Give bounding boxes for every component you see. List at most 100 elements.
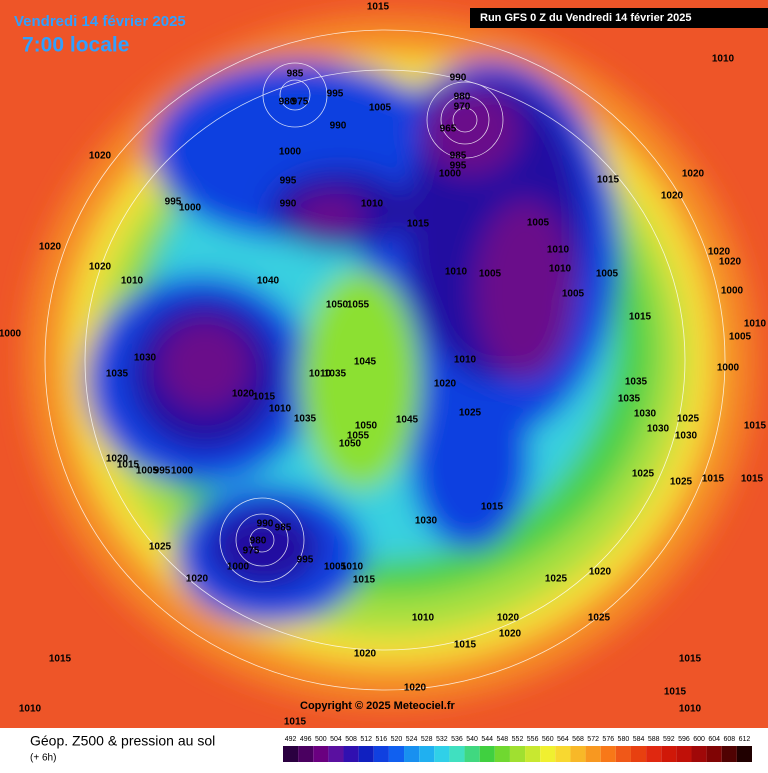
isobar-label: 1025 <box>545 574 568 585</box>
scale-swatch <box>298 746 314 762</box>
scale-swatch <box>464 746 480 762</box>
isobar-label: 1010 <box>121 276 144 287</box>
scale-label: 580 <box>618 736 630 743</box>
isobar-label: 1015 <box>744 421 767 432</box>
run-box <box>470 8 768 28</box>
scale-label: 564 <box>557 736 569 743</box>
isobar-label: 995 <box>154 466 171 477</box>
isobar-label: 1010 <box>454 355 477 366</box>
isobar-label: 1015 <box>117 460 140 471</box>
isobar-label: 1005 <box>324 562 347 573</box>
scale-label: 520 <box>391 736 403 743</box>
isobar-label: 985 <box>450 151 467 162</box>
scale-swatch <box>404 746 420 762</box>
scale-swatch <box>494 746 510 762</box>
isobar-label: 980 <box>250 536 267 547</box>
scale-label: 548 <box>497 736 509 743</box>
scale-swatch <box>358 746 374 762</box>
scale-label: 552 <box>512 736 524 743</box>
scale-label: 496 <box>300 736 312 743</box>
isobar-label: 1015 <box>702 474 725 485</box>
scale-swatch <box>646 746 662 762</box>
isobar-label: 1015 <box>664 687 687 698</box>
isobar-label: 1010 <box>679 704 702 715</box>
isobar-label: 980 <box>279 97 296 108</box>
scale-label: 528 <box>421 736 433 743</box>
isobar-label: 975 <box>243 546 260 557</box>
isobar-label: 1010 <box>547 245 570 256</box>
scale-label: 512 <box>360 736 372 743</box>
scale-swatch <box>373 746 389 762</box>
scale-swatch <box>600 746 616 762</box>
map-field <box>0 0 768 728</box>
isobar-label: 1015 <box>481 502 504 513</box>
isobar-label: 1015 <box>353 575 376 586</box>
isobar-label: 1010 <box>712 54 735 65</box>
isobar-label: 995 <box>280 176 297 187</box>
isobar-label: 1020 <box>434 379 457 390</box>
isobar-label: 1055 <box>347 431 370 442</box>
scale-label: 524 <box>406 736 418 743</box>
isobar-label: 1035 <box>294 414 317 425</box>
isobar-label: 1030 <box>647 424 670 435</box>
isobar-label: 985 <box>275 523 292 534</box>
isobar-label: 1020 <box>719 257 742 268</box>
isobar-label: 990 <box>257 519 274 530</box>
scale-swatch <box>706 746 722 762</box>
isobar-label: 1025 <box>149 542 172 553</box>
scale-label: 600 <box>693 736 705 743</box>
isobar-label: 1035 <box>625 377 648 388</box>
scale-label: 568 <box>572 736 584 743</box>
scale-label: 516 <box>375 736 387 743</box>
scale-label: 492 <box>285 736 297 743</box>
isobar-label: 1000 <box>0 329 22 340</box>
isobar-label: 1000 <box>439 169 462 180</box>
scale-label: 612 <box>739 736 751 743</box>
isobar-label: 1005 <box>562 289 585 300</box>
isobar-label: 1020 <box>354 649 377 660</box>
color-scale: 492 496 500 504 508 512 516 520 524 528 532 536 540 5… <box>283 736 752 762</box>
scale-label: 504 <box>330 736 342 743</box>
isobar-label: 1020 <box>589 567 612 578</box>
isobar-label: 1020 <box>186 574 209 585</box>
isobar-label: 1005 <box>479 269 502 280</box>
scale-swatch <box>313 746 329 762</box>
scale-label: 532 <box>436 736 448 743</box>
isobar-label: 1025 <box>588 613 611 624</box>
isobar-label: 1020 <box>682 169 705 180</box>
scale-label: 544 <box>481 736 493 743</box>
scale-swatch <box>479 746 495 762</box>
scale-swatch <box>509 746 526 762</box>
isobar-label: 1000 <box>171 466 194 477</box>
scale-swatch <box>388 746 405 762</box>
isobar-label: 1020 <box>89 151 112 162</box>
isobar-label: 1015 <box>367 2 390 13</box>
isobar-label: 1025 <box>632 469 655 480</box>
scale-swatch <box>661 746 677 762</box>
isobar-label: 975 <box>292 97 309 108</box>
run: Run GFS 0 Z du Vendredi 14 février 2025 <box>480 12 692 24</box>
isobar-label: 1045 <box>396 415 419 426</box>
isobar-label: 1015 <box>597 175 620 186</box>
isobar-label: 1010 <box>445 267 468 278</box>
isobar-label: 1010 <box>549 264 572 275</box>
scale-label: 576 <box>602 736 614 743</box>
isobar-label: 1050 <box>339 439 362 450</box>
isobar-label: 1005 <box>596 269 619 280</box>
isobar-label: 1015 <box>253 392 276 403</box>
copyright: Copyright © 2025 Meteociel.fr <box>300 700 456 712</box>
isobar-label: 1000 <box>279 147 302 158</box>
scale-label: 584 <box>633 736 645 743</box>
scale-label: 592 <box>663 736 675 743</box>
isobar-label: 1015 <box>454 640 477 651</box>
isobar-label: 1020 <box>499 629 522 640</box>
isobar-label: 995 <box>327 89 344 100</box>
isobar-label: 1050 <box>326 300 349 311</box>
isobar-label: 1000 <box>227 562 250 573</box>
scale-label: 604 <box>708 736 720 743</box>
isobar-label: 1010 <box>19 704 42 715</box>
time: 7:00 locale <box>22 34 129 57</box>
scale-label: 608 <box>723 736 735 743</box>
isobar-label: 1010 <box>361 199 384 210</box>
isobar-label: 1015 <box>49 654 72 665</box>
